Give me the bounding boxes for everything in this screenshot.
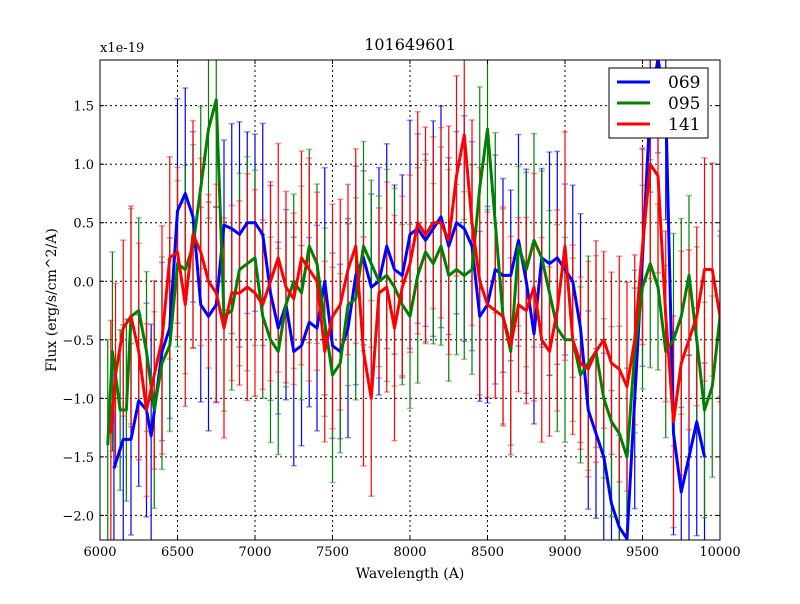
x-tick-label: 10000 — [699, 545, 740, 560]
y-offset-label: x1e-19 — [100, 41, 144, 56]
y-tick-label: −1.0 — [62, 392, 94, 407]
y-tick-label: 1.5 — [73, 100, 94, 115]
x-tick-label: 8000 — [393, 545, 426, 560]
legend-label-141: 141 — [668, 115, 700, 135]
x-axis-label: Wavelength (A) — [356, 566, 465, 582]
y-tick-label: −1.5 — [62, 451, 94, 466]
x-tick-label: 6500 — [161, 545, 194, 560]
y-tick-label: −0.5 — [62, 334, 94, 349]
series-line-069 — [112, 60, 706, 540]
y-axis-label: Flux (erg/s/cm^2/A) — [44, 228, 60, 372]
y-tick-label: 1.0 — [73, 158, 94, 173]
x-tick-label: 6000 — [83, 545, 116, 560]
legend-label-069: 069 — [668, 73, 700, 93]
x-tick-label: 9000 — [548, 545, 581, 560]
chart-title: 101649601 — [364, 35, 456, 54]
x-tick-label: 7000 — [238, 545, 271, 560]
series-line-141 — [109, 133, 720, 434]
x-tick-label: 8500 — [471, 545, 504, 560]
y-tick-label: 0.5 — [73, 217, 94, 232]
y-tick-label: −2.0 — [62, 509, 94, 524]
x-tick-label: 9500 — [626, 545, 659, 560]
series-line-095 — [106, 98, 720, 459]
legend-label-095: 095 — [668, 94, 700, 114]
x-tick-label: 7500 — [316, 545, 349, 560]
y-tick-label: 0.0 — [73, 275, 94, 290]
